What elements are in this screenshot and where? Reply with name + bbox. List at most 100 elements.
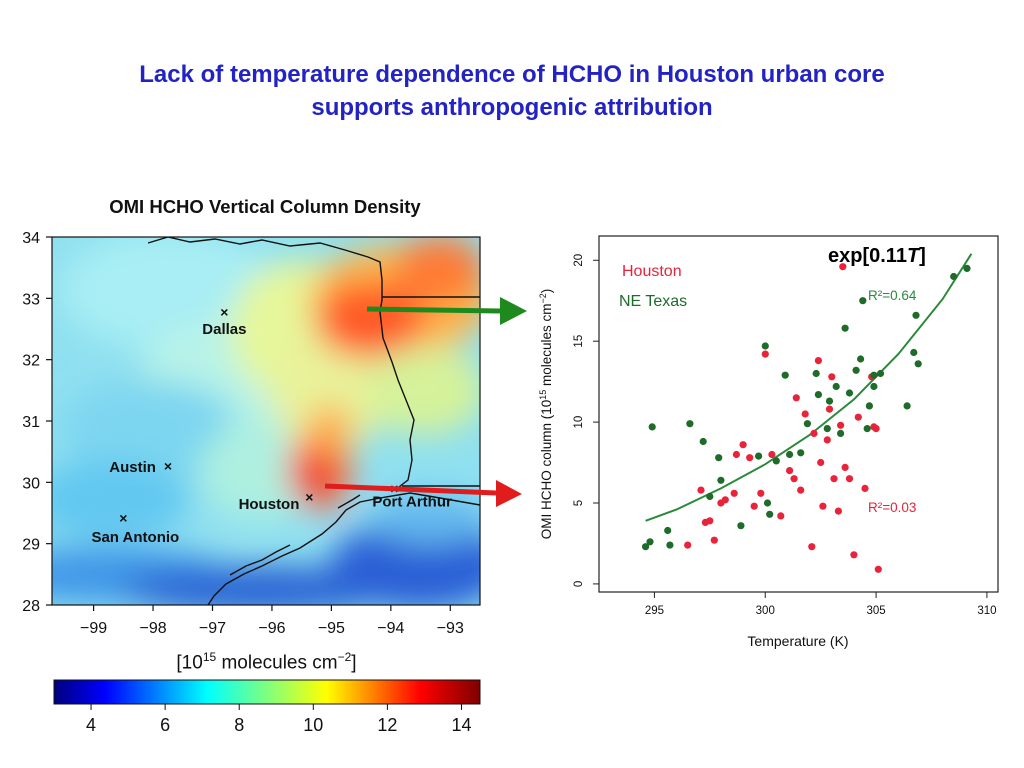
ne-texas-point [870,382,878,391]
ne-texas-point [812,369,820,378]
map-xtick-label: −97 [199,620,226,637]
houston-point [730,489,738,497]
map-ytick-label: 34 [22,230,40,247]
houston-point [757,489,765,497]
ne-texas-point [857,355,865,363]
colorbar-tick-label: 12 [377,715,397,735]
scatter-points [642,263,971,573]
colorbar-tick-label: 10 [303,715,323,735]
colorbar-tick-label: 4 [86,715,96,735]
houston-point [837,421,845,429]
ne-texas-point [914,360,922,368]
houston-point [834,507,843,515]
houston-point [810,429,818,437]
ne-texas-point [761,342,769,350]
ne-texas-point [686,420,694,428]
legend-ne-texas: NE Texas [619,293,687,310]
scatter-ytick-label: 15 [573,335,585,348]
ne-texas-point [737,522,745,530]
houston-point [739,441,747,449]
houston-point [854,413,862,421]
ne-texas-point [664,526,672,535]
ne-texas-point [870,371,878,379]
ne-texas-point [837,429,845,437]
city-marker: × [305,489,313,505]
map-ytick-label: 29 [22,537,40,554]
ne-texas-point [876,369,885,378]
houston-point [814,357,823,365]
ne-texas-point [763,499,772,507]
scatter-ytick-label: 5 [573,500,585,506]
scatter-xtick-label: 295 [645,605,664,617]
ne-texas-points [642,264,971,551]
houston-point [874,565,882,573]
ne-texas-point [706,492,714,501]
houston-point [823,436,831,444]
map-xtick-label: −95 [318,620,345,637]
city-marker: × [164,458,172,474]
scatter-ytick-label: 20 [573,254,585,267]
red-arrow-shaft [324,483,497,496]
ne-texas-point [863,425,871,433]
houston-point [801,410,809,418]
slide-title-line1: Lack of temperature dependence of HCHO i… [139,61,885,88]
r2-ne-texas: R²=0.64 [868,288,917,303]
exponential-fit-line [645,253,973,522]
houston-point [825,405,834,413]
scatter-ytick-label: 10 [573,416,585,429]
map-axes: −99 −98 −97 −96 −95 −94 −93 28 29 30 31 32 33 34 [22,230,464,637]
colorbar-tick-label: 6 [160,715,170,735]
colorbar-ticks: 4 6 8 10 12 14 [86,704,471,735]
ne-texas-point [852,366,860,374]
houston-point [732,450,741,459]
map-title: OMI HCHO Vertical Column Density [109,196,421,217]
colorbar-tick-label: 14 [451,715,471,735]
green-arrow-head [500,297,527,325]
ne-texas-point [832,382,840,391]
ne-texas-point [963,264,971,272]
houston-point [808,543,816,551]
ne-texas-point [781,371,789,379]
legend-houston: Houston [622,263,682,280]
scatter-xlabel: Temperature (K) [747,633,848,649]
ne-texas-point [699,437,707,446]
houston-point [790,475,798,483]
houston-point [761,350,769,358]
houston-point [819,502,827,510]
ne-texas-point [717,476,725,484]
green-arrow-shaft [366,306,501,314]
houston-point [750,502,758,510]
houston-point [797,486,805,494]
ne-texas-point [825,397,834,405]
scatter-xtick-label: 300 [756,605,775,617]
houston-point [872,425,880,433]
colorbar-label: [1015 molecules cm−2] [176,650,357,674]
scatter-ylabel: OMI HCHO column (1015 molecules cm−2) [538,289,554,540]
ne-texas-point [642,543,650,551]
city-label: Houston [239,496,300,513]
houston-point [845,475,854,483]
city-label: Port Arthur [372,493,452,510]
ne-texas-point [823,425,831,433]
ne-texas-point [841,324,849,332]
scatter-plot: 295 300 305 310 0 5 10 15 20 Houston NE Texas R²… [538,235,999,649]
houston-point [830,475,838,483]
colorbar-tick-label: 8 [234,715,244,735]
houston-point [839,263,847,271]
houston-point [684,541,692,549]
houston-point [828,373,836,381]
fit-equation: exp[0.11T] [828,245,926,267]
map-ytick-label: 31 [22,414,40,431]
ne-texas-point [910,348,918,357]
houston-point [706,517,714,525]
houston-point [792,394,800,402]
ne-texas-point [772,457,780,465]
houston-point [786,467,794,475]
city-label: Austin [109,459,156,476]
houston-point [850,551,858,559]
ne-texas-point [845,389,854,397]
map-ytick-label: 28 [22,598,40,615]
ne-texas-point [950,272,958,281]
red-arrow-head [496,480,522,507]
city-marker: × [220,304,228,320]
